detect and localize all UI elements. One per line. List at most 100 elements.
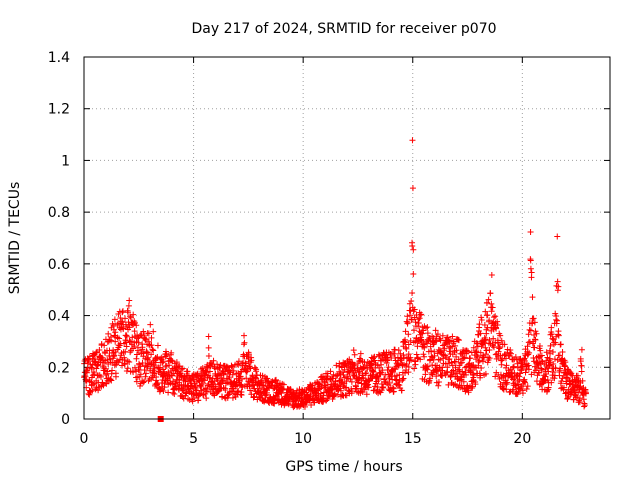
data-point bbox=[371, 383, 378, 390]
data-point bbox=[432, 337, 439, 344]
x-tick-label: 15 bbox=[404, 431, 422, 447]
data-point bbox=[238, 375, 245, 382]
data-point bbox=[582, 386, 589, 393]
data-point bbox=[363, 391, 370, 398]
data-point bbox=[488, 272, 495, 279]
data-point bbox=[171, 380, 178, 387]
data-point bbox=[251, 385, 258, 392]
data-point bbox=[407, 307, 414, 314]
data-point bbox=[402, 339, 409, 346]
data-point bbox=[510, 363, 517, 370]
data-point bbox=[559, 349, 566, 356]
data-point bbox=[533, 330, 540, 337]
data-point bbox=[525, 366, 532, 373]
data-point bbox=[413, 351, 420, 358]
data-point bbox=[479, 358, 486, 365]
data-point bbox=[279, 387, 286, 394]
data-point bbox=[89, 387, 96, 394]
data-point bbox=[136, 383, 143, 390]
data-point bbox=[434, 350, 441, 357]
data-point bbox=[374, 362, 381, 369]
data-point bbox=[104, 368, 111, 375]
data-point bbox=[490, 314, 497, 321]
data-point bbox=[123, 343, 130, 350]
data-point bbox=[418, 311, 425, 318]
data-point bbox=[157, 364, 163, 371]
data-point bbox=[351, 351, 358, 358]
data-point bbox=[96, 347, 103, 354]
data-point bbox=[285, 401, 292, 408]
data-point bbox=[458, 359, 465, 366]
data-point bbox=[525, 351, 532, 358]
data-point bbox=[107, 334, 114, 341]
data-point bbox=[407, 312, 414, 319]
data-point bbox=[218, 393, 225, 400]
data-point bbox=[168, 357, 175, 364]
data-point bbox=[104, 356, 111, 363]
data-point bbox=[415, 320, 422, 327]
data-point bbox=[123, 332, 130, 339]
data-point bbox=[331, 390, 338, 397]
data-point bbox=[362, 370, 369, 377]
data-point bbox=[577, 355, 584, 362]
data-point bbox=[382, 378, 389, 385]
data-point bbox=[130, 369, 137, 376]
data-point bbox=[549, 335, 556, 342]
data-point bbox=[578, 362, 585, 369]
data-point bbox=[280, 381, 287, 388]
data-point bbox=[328, 386, 335, 393]
data-point bbox=[531, 331, 538, 338]
chart-title: Day 217 of 2024, SRMTID for receiver p07… bbox=[191, 21, 496, 37]
data-point bbox=[285, 400, 292, 407]
data-point bbox=[260, 382, 267, 389]
data-point bbox=[482, 344, 489, 351]
data-point bbox=[157, 387, 164, 394]
data-point bbox=[157, 355, 164, 362]
data-point bbox=[130, 321, 137, 328]
data-point bbox=[555, 283, 562, 290]
data-point bbox=[531, 336, 538, 343]
data-point bbox=[503, 355, 510, 362]
data-point bbox=[405, 364, 412, 371]
data-point bbox=[198, 387, 205, 394]
data-point bbox=[431, 348, 438, 355]
data-point bbox=[544, 376, 551, 383]
data-point bbox=[523, 386, 530, 393]
data-point bbox=[428, 347, 435, 354]
data-point bbox=[506, 389, 513, 396]
data-point bbox=[202, 385, 209, 392]
data-point bbox=[408, 298, 415, 305]
data-point bbox=[455, 337, 462, 344]
data-point bbox=[557, 341, 564, 348]
data-point bbox=[370, 369, 377, 376]
data-point bbox=[517, 370, 524, 377]
data-point bbox=[101, 342, 108, 349]
data-point bbox=[396, 371, 403, 378]
data-point bbox=[204, 386, 211, 393]
data-point bbox=[554, 233, 561, 240]
data-point bbox=[527, 265, 534, 272]
data-point bbox=[458, 382, 465, 389]
data-point bbox=[453, 370, 460, 377]
data-point bbox=[538, 366, 545, 373]
data-point bbox=[554, 317, 561, 324]
data-point bbox=[235, 388, 242, 395]
data-point bbox=[498, 337, 505, 344]
data-point bbox=[550, 336, 557, 343]
data-point bbox=[219, 376, 226, 383]
data-point bbox=[475, 358, 482, 365]
data-point bbox=[230, 367, 237, 374]
x-tick-label: 20 bbox=[513, 431, 531, 447]
data-point bbox=[561, 363, 568, 370]
data-point bbox=[189, 398, 196, 405]
data-point bbox=[347, 375, 354, 382]
data-point bbox=[112, 373, 119, 380]
data-point bbox=[161, 384, 168, 391]
data-point bbox=[97, 373, 104, 380]
data-point bbox=[435, 382, 442, 389]
data-point bbox=[424, 363, 431, 370]
data-point bbox=[308, 402, 315, 409]
data-point bbox=[333, 373, 340, 380]
data-point bbox=[171, 390, 178, 397]
data-point bbox=[415, 323, 422, 330]
